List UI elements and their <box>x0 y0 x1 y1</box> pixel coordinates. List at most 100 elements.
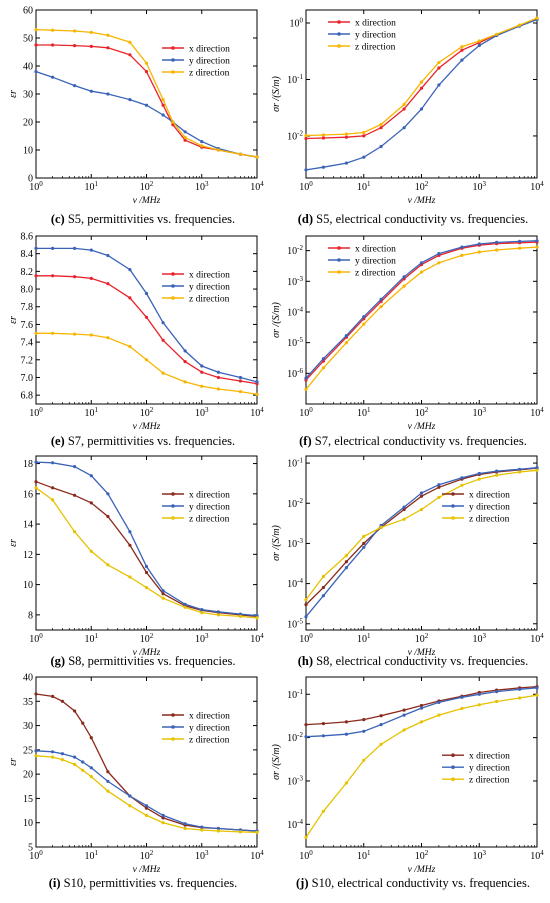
data-point <box>535 686 539 690</box>
data-point <box>161 813 165 818</box>
plot-frame <box>35 9 258 179</box>
series-y-direction <box>304 466 539 619</box>
data-point <box>437 261 441 265</box>
data-point <box>128 268 132 272</box>
data-point <box>34 749 38 753</box>
legend-label: x direction <box>469 491 510 501</box>
data-point <box>89 474 93 478</box>
y-tick-label: 10 <box>23 818 33 829</box>
data-point <box>304 136 308 141</box>
data-point <box>144 103 149 107</box>
data-point <box>362 534 366 539</box>
panel-caption: (c) S5, permittivities vs. frequencies. <box>8 212 278 227</box>
series-line <box>35 28 258 158</box>
data-point <box>200 144 204 148</box>
data-point <box>106 492 110 496</box>
data-point <box>238 152 242 156</box>
y-tick-label: 10-4 <box>287 305 303 318</box>
legend-marker <box>171 492 175 496</box>
data-point <box>128 804 132 808</box>
caption-text: S10, electrical conductivity vs. frequen… <box>311 876 530 890</box>
x-tick-label: 101 <box>357 406 371 419</box>
data-point <box>344 161 348 165</box>
data-point <box>51 331 55 335</box>
data-point <box>362 315 366 319</box>
data-point <box>402 107 406 111</box>
x-tick-label: 102 <box>415 180 429 193</box>
data-point <box>73 84 77 88</box>
data-point <box>321 366 325 370</box>
legend-label: y direction <box>189 57 230 67</box>
y-tick-label: 10-3 <box>287 774 303 787</box>
series-line <box>305 687 538 738</box>
data-point <box>535 16 539 20</box>
series-z-direction <box>34 486 259 620</box>
data-point <box>73 755 77 759</box>
data-point <box>183 360 187 364</box>
data-point <box>200 825 204 829</box>
data-point <box>419 706 424 710</box>
series-y-direction <box>304 18 539 172</box>
data-point <box>34 331 38 335</box>
x-tick-label: 102 <box>415 406 429 419</box>
legend-marker <box>337 20 341 24</box>
x-axis-label: v /MHz <box>133 865 161 875</box>
data-point <box>34 274 38 278</box>
y-tick-label: 10 <box>23 146 33 157</box>
data-point <box>518 246 522 250</box>
data-point <box>34 754 38 758</box>
panel-d: 100 101 102 103 104 10-2 10-1 100 v /MHz σr /(S/m… <box>271 9 544 206</box>
y-tick-label: 50 <box>23 34 33 45</box>
data-point <box>200 611 204 615</box>
data-point <box>419 107 424 111</box>
legend-marker <box>171 284 175 288</box>
data-point <box>304 615 308 619</box>
data-point <box>437 60 441 65</box>
data-point <box>89 276 93 280</box>
data-point <box>34 43 38 47</box>
data-point <box>402 284 406 288</box>
data-point <box>419 270 424 274</box>
data-point <box>437 700 441 705</box>
series-line <box>35 461 258 617</box>
data-point <box>460 58 464 62</box>
x-tick-label: 101 <box>357 849 371 862</box>
legend-marker <box>451 765 455 769</box>
data-point <box>106 253 110 258</box>
data-point <box>106 789 110 793</box>
x-tick-label: 102 <box>415 632 429 645</box>
data-point <box>419 507 424 512</box>
x-tick-label: 102 <box>140 632 154 645</box>
legend-label: y direction <box>469 764 510 774</box>
data-point <box>51 246 55 250</box>
data-point <box>144 813 149 818</box>
data-point <box>402 713 406 717</box>
x-axis-label: v /MHz <box>408 422 436 432</box>
data-point <box>60 699 64 703</box>
y-tick-label: 8.0 <box>21 285 34 296</box>
data-point <box>161 371 165 375</box>
data-point <box>106 33 110 37</box>
x-axis-label: v /MHz <box>408 648 436 658</box>
data-point <box>255 380 259 384</box>
y-tick-label: 8.2 <box>21 267 34 278</box>
data-point <box>460 476 464 480</box>
data-point <box>379 126 383 130</box>
y-tick-label: 8.6 <box>21 232 34 243</box>
x-axis-label: v /MHz <box>133 196 161 206</box>
series-y-direction <box>34 70 259 159</box>
x-tick-label: 101 <box>85 180 99 193</box>
data-point <box>144 291 149 296</box>
x-tick-label: 100 <box>29 180 43 193</box>
y-tick-label: 35 <box>23 697 33 708</box>
data-point <box>89 89 93 93</box>
y-tick-label: 0 <box>28 174 33 185</box>
data-point <box>419 703 424 708</box>
data-point <box>144 804 149 808</box>
y-axis-label: εr <box>8 90 19 98</box>
data-point <box>321 722 325 726</box>
panel-c: 100 101 102 103 104 0 10 20 30 40 50 60 v /MHz εr x di… <box>8 6 264 207</box>
y-tick-label: 100 <box>290 17 304 30</box>
data-point <box>106 563 110 567</box>
